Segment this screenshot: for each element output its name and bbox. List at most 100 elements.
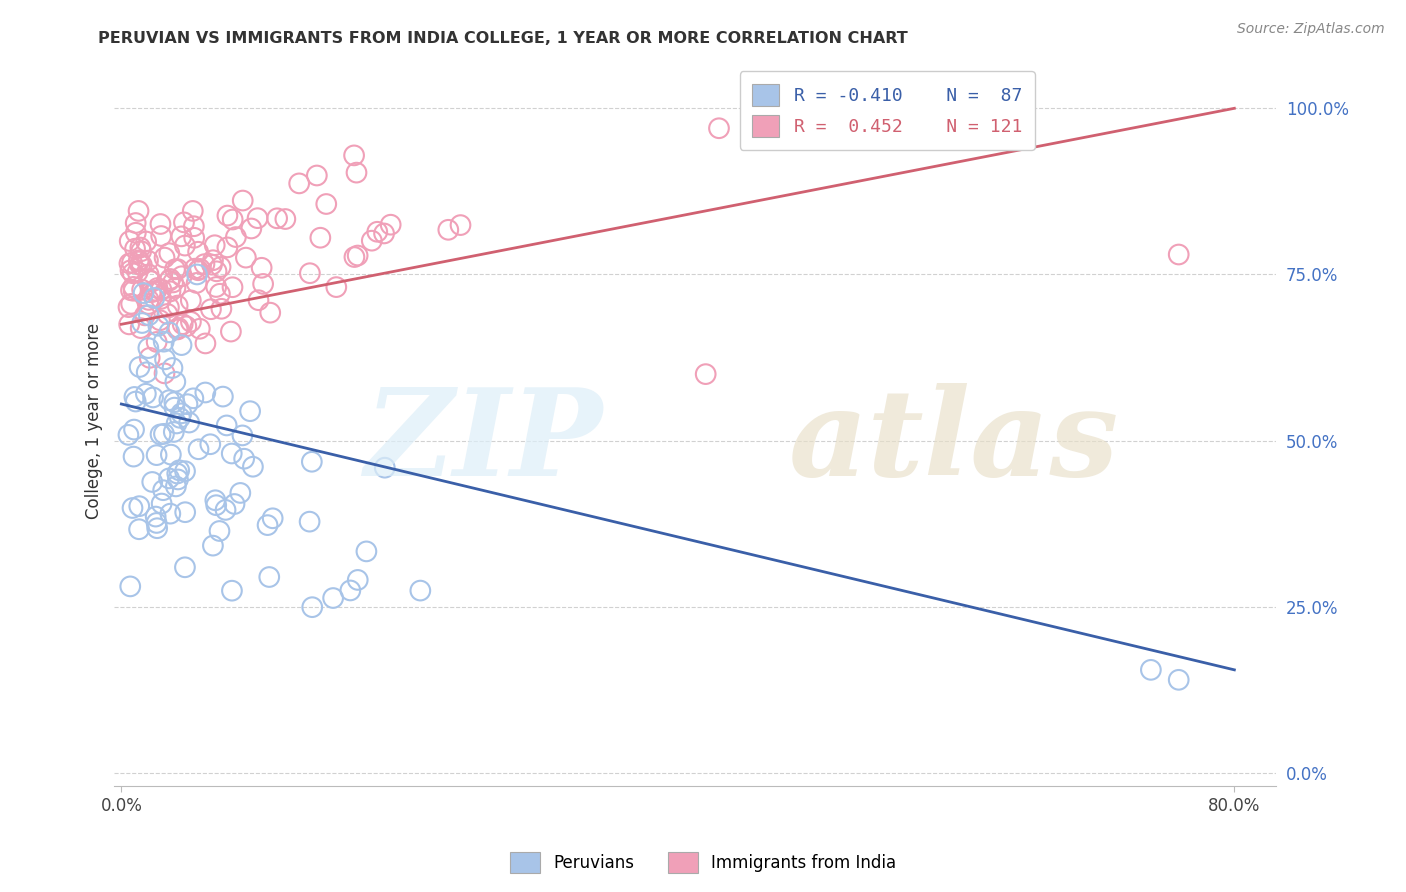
Point — [141, 475, 163, 489]
Point — [233, 451, 256, 466]
Point — [380, 218, 402, 232]
Point — [118, 318, 141, 332]
Point — [150, 283, 173, 297]
Point — [343, 250, 366, 264]
Point — [221, 212, 243, 227]
Point — [125, 216, 148, 230]
Point — [159, 285, 181, 299]
Point — [143, 285, 166, 299]
Point — [120, 297, 142, 311]
Point — [180, 315, 202, 329]
Point — [169, 410, 191, 425]
Point — [121, 266, 143, 280]
Point — [120, 263, 142, 277]
Point — [131, 316, 153, 330]
Point — [122, 284, 145, 298]
Point — [157, 471, 180, 485]
Point — [366, 225, 388, 239]
Point — [187, 263, 209, 277]
Point — [149, 313, 172, 327]
Point — [145, 448, 167, 462]
Point — [170, 406, 193, 420]
Point — [194, 385, 217, 400]
Point — [1167, 247, 1189, 261]
Point — [143, 291, 166, 305]
Point — [129, 321, 152, 335]
Point — [153, 251, 176, 265]
Point — [121, 501, 143, 516]
Point — [301, 600, 323, 615]
Point — [180, 293, 202, 308]
Point — [135, 386, 157, 401]
Point — [145, 509, 167, 524]
Point — [163, 401, 186, 415]
Point — [209, 260, 232, 274]
Point — [343, 148, 366, 162]
Point — [1167, 673, 1189, 687]
Point — [374, 460, 396, 475]
Point — [176, 319, 198, 334]
Point — [120, 579, 142, 593]
Point — [163, 395, 186, 409]
Point — [124, 242, 146, 256]
Point — [219, 325, 242, 339]
Point — [184, 261, 207, 276]
Point — [167, 321, 190, 335]
Point — [128, 203, 150, 218]
Point — [174, 560, 197, 574]
Point — [127, 265, 149, 279]
Point — [138, 351, 160, 365]
Point — [152, 483, 174, 498]
Point — [232, 194, 254, 208]
Point — [157, 301, 180, 315]
Point — [259, 306, 281, 320]
Point — [186, 276, 208, 290]
Point — [128, 522, 150, 536]
Point — [129, 258, 152, 272]
Point — [209, 301, 232, 316]
Point — [150, 497, 173, 511]
Point — [150, 229, 173, 244]
Point — [128, 359, 150, 374]
Point — [208, 524, 231, 538]
Point — [124, 390, 146, 404]
Point — [159, 272, 181, 286]
Point — [259, 570, 281, 584]
Point — [204, 493, 226, 508]
Point — [274, 212, 297, 227]
Point — [212, 390, 235, 404]
Point — [288, 177, 311, 191]
Point — [231, 428, 253, 442]
Point — [153, 426, 176, 441]
Point — [174, 464, 197, 478]
Point — [166, 322, 188, 336]
Point — [160, 448, 183, 462]
Point — [239, 404, 262, 418]
Point — [167, 472, 190, 486]
Point — [201, 539, 224, 553]
Legend: R = -0.410    N =  87, R =  0.452    N = 121: R = -0.410 N = 87, R = 0.452 N = 121 — [740, 71, 1035, 150]
Point — [360, 234, 382, 248]
Point — [181, 203, 204, 218]
Point — [305, 169, 328, 183]
Point — [707, 121, 730, 136]
Point — [138, 293, 160, 307]
Point — [139, 274, 162, 288]
Point — [120, 283, 142, 297]
Point — [145, 516, 167, 530]
Point — [132, 286, 155, 301]
Point — [183, 231, 205, 245]
Point — [315, 197, 337, 211]
Point — [183, 219, 205, 234]
Point — [170, 229, 193, 244]
Point — [450, 218, 472, 232]
Y-axis label: College, 1 year or more: College, 1 year or more — [86, 323, 103, 519]
Point — [166, 467, 188, 481]
Point — [346, 573, 368, 587]
Point — [187, 244, 209, 259]
Point — [205, 498, 228, 512]
Point — [346, 248, 368, 262]
Point — [117, 300, 139, 314]
Point — [174, 505, 197, 519]
Point — [153, 367, 176, 381]
